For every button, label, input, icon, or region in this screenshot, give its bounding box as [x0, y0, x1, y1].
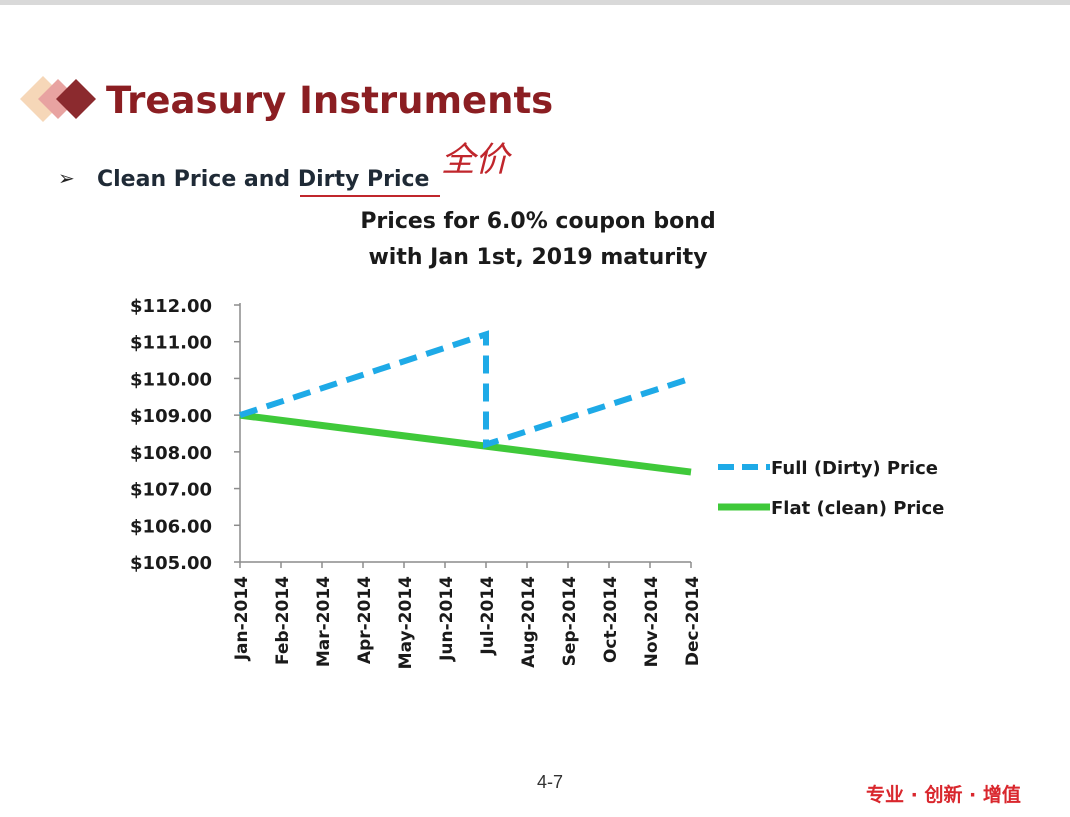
chart-title-line2: with Jan 1st, 2019 maturity	[368, 245, 708, 270]
y-tick-label: $107.00	[130, 480, 212, 501]
chart-title: Prices for 6.0% coupon bond with Jan 1st…	[318, 204, 758, 276]
series-line-flat-clean-price	[239, 411, 692, 476]
x-tick-label: May-2014	[396, 576, 416, 669]
chart-title-line1: Prices for 6.0% coupon bond	[360, 209, 716, 234]
x-tick-label: Jan-2014	[232, 576, 252, 661]
x-tick-label: Dec-2014	[683, 576, 703, 666]
page-number: 4-7	[536, 772, 563, 792]
x-tick-label: Jun-2014	[437, 576, 457, 662]
x-tick-label: Mar-2014	[314, 576, 334, 667]
subtitle-text: Clean Price and	[97, 167, 298, 192]
slogan: 专业 · 创新 · 增值	[866, 784, 1021, 806]
bullet-arrow-icon: ➢	[58, 168, 75, 190]
legend-label: Flat (clean) Price	[771, 498, 944, 519]
y-tick-label: $108.00	[130, 443, 212, 464]
x-tick-label: Aug-2014	[519, 576, 539, 668]
x-tick-label: Oct-2014	[601, 576, 621, 663]
y-tick-label: $105.00	[130, 553, 212, 574]
series-line-full-dirty-price	[239, 330, 692, 449]
slide-title: Treasury Instruments	[106, 79, 554, 122]
subtitle-underline	[300, 195, 440, 197]
subtitle-emphasis: Dirty Price	[297, 167, 430, 192]
y-tick-label: $112.00	[130, 296, 212, 317]
x-tick-label: Sep-2014	[560, 576, 580, 666]
x-tick-label: Feb-2014	[273, 576, 293, 665]
slide-subtitle: Clean Price and Dirty Price	[97, 164, 429, 196]
x-tick-label: Nov-2014	[642, 576, 662, 668]
legend-label: Full (Dirty) Price	[771, 458, 938, 479]
handwritten-annotation: 全价	[441, 140, 509, 180]
top-border	[0, 0, 1070, 5]
y-tick-label: $106.00	[130, 516, 212, 537]
y-tick-label: $111.00	[130, 333, 212, 354]
x-tick-label: Jul-2014	[478, 576, 498, 656]
y-tick-label: $110.00	[130, 369, 212, 390]
x-tick-label: Apr-2014	[355, 576, 375, 664]
y-tick-label: $109.00	[130, 406, 212, 427]
